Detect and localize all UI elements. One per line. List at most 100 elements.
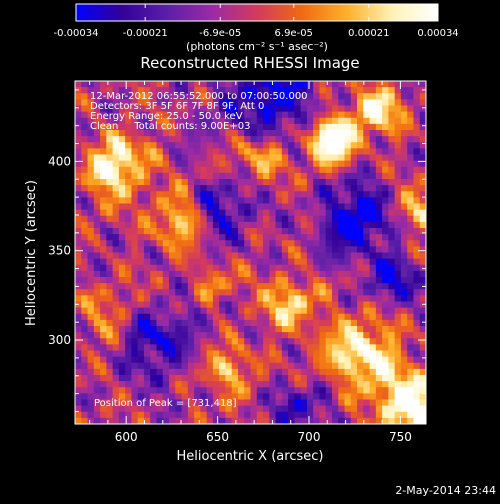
- heatmap-cell: [225, 307, 233, 315]
- heatmap-cell: [250, 93, 258, 100]
- heatmap-cell: [100, 234, 107, 241]
- heatmap-cell: [394, 344, 402, 351]
- heatmap-cell: [137, 344, 145, 351]
- heatmap-cell: [200, 209, 208, 217]
- heatmap-cell: [419, 399, 427, 407]
- heatmap-cell: [162, 338, 170, 345]
- heatmap-cell: [388, 228, 396, 235]
- heatmap-cell: [313, 417, 320, 425]
- heatmap-cell: [263, 277, 270, 284]
- heatmap-cell: [256, 142, 264, 149]
- heatmap-cell: [156, 87, 164, 94]
- heatmap-cell: [357, 264, 364, 272]
- heatmap-cell: [344, 185, 352, 192]
- heatmap-cell: [319, 313, 327, 321]
- heatmap-cell: [162, 160, 170, 168]
- heatmap-cell: [382, 166, 389, 174]
- heatmap-cell: [175, 246, 182, 253]
- heatmap-cell: [256, 130, 264, 137]
- heatmap-cell: [319, 258, 327, 266]
- heatmap-cell: [325, 381, 333, 388]
- heatmap-cell: [413, 209, 421, 217]
- heatmap-cell: [419, 295, 427, 302]
- heatmap-cell: [137, 99, 145, 106]
- heatmap-cell: [263, 326, 270, 333]
- heatmap-cell: [350, 301, 358, 309]
- heatmap-cell: [250, 301, 258, 309]
- heatmap-cell: [413, 179, 421, 186]
- heatmap-cell: [363, 405, 370, 413]
- heatmap-cell: [256, 258, 264, 266]
- heatmap-cell: [106, 252, 114, 260]
- heatmap-cell: [200, 356, 208, 364]
- heatmap-cell: [156, 307, 164, 315]
- heatmap-cell: [75, 99, 82, 106]
- heatmap-cell: [219, 405, 226, 413]
- heatmap-cell: [325, 191, 333, 198]
- heatmap-cell: [306, 399, 314, 407]
- heatmap-cell: [75, 270, 82, 278]
- heatmap-cell: [118, 87, 126, 94]
- heatmap-cell: [125, 246, 132, 253]
- heatmap-cell: [407, 405, 414, 413]
- heatmap-cell: [200, 368, 208, 376]
- heatmap-cell: [407, 301, 414, 309]
- heatmap-cell: [75, 105, 82, 113]
- heatmap-cell: [81, 417, 88, 425]
- heatmap-cell: [281, 111, 289, 119]
- heatmap-cell: [313, 375, 320, 382]
- heatmap-cell: [375, 375, 383, 382]
- heatmap-cell: [263, 289, 270, 296]
- heatmap-cell: [413, 185, 421, 192]
- heatmap-cell: [106, 123, 114, 131]
- heatmap-cell: [231, 240, 239, 247]
- heatmap-cell: [338, 179, 345, 186]
- heatmap-cell: [106, 87, 114, 94]
- heatmap-cell: [93, 191, 101, 198]
- heatmap-cell: [382, 172, 389, 180]
- heatmap-cell: [325, 332, 333, 339]
- heatmap-cell: [357, 405, 364, 413]
- heatmap-cell: [150, 154, 157, 162]
- heatmap-cell: [369, 142, 377, 149]
- heatmap-cell: [325, 387, 333, 394]
- heatmap-cell: [181, 301, 189, 309]
- heatmap-cell: [375, 417, 383, 425]
- heatmap-cell: [156, 252, 164, 260]
- heatmap-cell: [357, 117, 364, 125]
- heatmap-cell: [294, 344, 302, 351]
- heatmap-cell: [206, 356, 214, 364]
- heatmap-cell: [263, 264, 270, 272]
- heatmap-cell: [256, 252, 264, 260]
- heatmap-cell: [244, 179, 251, 186]
- heatmap-cell: [263, 411, 270, 419]
- heatmap-cell: [319, 166, 327, 174]
- heatmap-cell: [250, 142, 258, 149]
- heatmap-cell: [263, 130, 270, 137]
- heatmap-cell: [143, 179, 151, 186]
- heatmap-cell: [125, 356, 132, 364]
- heatmap-cell: [281, 313, 289, 321]
- heatmap-cell: [125, 326, 132, 333]
- heatmap-cell: [87, 368, 95, 376]
- heatmap-cell: [131, 160, 139, 168]
- heatmap-cell: [237, 381, 245, 388]
- heatmap-cell: [112, 258, 120, 266]
- heatmap-cell: [275, 111, 283, 119]
- heatmap-cell: [206, 209, 214, 217]
- heatmap-cell: [357, 160, 364, 168]
- heatmap-cell: [225, 264, 233, 272]
- heatmap-cell: [206, 313, 214, 321]
- heatmap-cell: [137, 221, 145, 229]
- heatmap-cell: [169, 362, 176, 370]
- heatmap-cell: [300, 136, 308, 143]
- heatmap-cell: [269, 381, 276, 388]
- heatmap-cell: [125, 99, 132, 106]
- heatmap-cell: [175, 405, 182, 413]
- heatmap-cell: [388, 381, 396, 388]
- heatmap-cell: [300, 148, 308, 155]
- heatmap-cell: [331, 130, 339, 137]
- heatmap-cell: [394, 93, 402, 100]
- heatmap-cell: [363, 313, 370, 321]
- heatmap-cell: [187, 246, 195, 253]
